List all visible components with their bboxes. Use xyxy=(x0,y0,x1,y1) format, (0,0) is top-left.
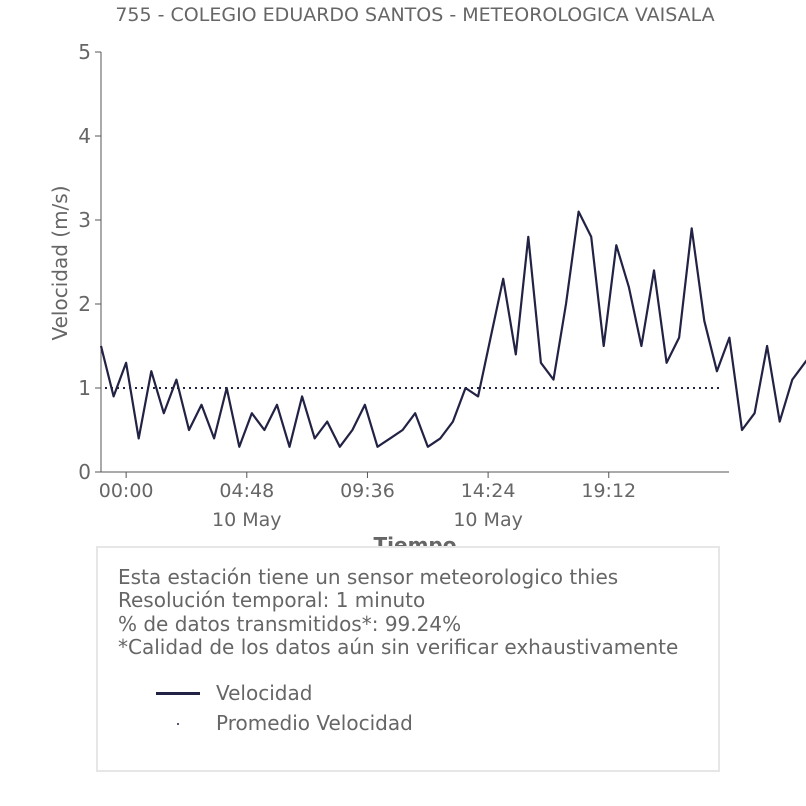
x-tick-date-label: 10 May xyxy=(212,509,282,531)
x-tick-time-label: 04:48 xyxy=(219,480,274,502)
y-tick-label: 0 xyxy=(78,460,91,484)
legend-dot-swatch xyxy=(177,723,179,725)
series-layer xyxy=(99,210,806,448)
y-axis-label: Velocidad (m/s) xyxy=(48,185,72,340)
x-ticks: 00:00 04:48 10 May 09:36 14:24 10 May 19:12 xyxy=(99,472,636,531)
info-text: Esta estación tiene un sensor meteorolog… xyxy=(118,565,679,659)
y-tick-label: 4 xyxy=(78,124,91,148)
x-tick-date-label: 10 May xyxy=(453,509,523,531)
x-tick-time-label: 14:24 xyxy=(461,480,516,502)
y-ticks: 0 1 2 3 4 5 xyxy=(78,40,101,484)
info-box: Esta estación tiene un sensor meteorolog… xyxy=(96,546,720,772)
y-tick-label: 2 xyxy=(78,292,91,316)
info-quality-note: *Calidad de los datos aún sin verificar … xyxy=(118,634,679,659)
y-tick-label: 3 xyxy=(78,208,91,232)
legend-item-velocidad: Velocidad xyxy=(98,680,698,706)
legend-item-promedio: Promedio Velocidad xyxy=(98,710,698,736)
chart-title: 755 - COLEGIO EDUARDO SANTOS - METEOROLO… xyxy=(115,4,714,26)
info-transmitted: % de datos transmitidos*: 99.24% xyxy=(118,611,462,636)
series-velocidad-line xyxy=(99,210,806,448)
y-tick-label: 5 xyxy=(78,40,91,64)
y-tick-label: 1 xyxy=(78,376,91,400)
info-resolution: Resolución temporal: 1 minuto xyxy=(118,588,426,613)
legend-line-swatch xyxy=(156,692,200,695)
legend-label-promedio: Promedio Velocidad xyxy=(216,711,413,735)
x-tick-time-label: 00:00 xyxy=(99,480,154,502)
x-tick-time-label: 09:36 xyxy=(340,480,395,502)
x-tick-time-label: 19:12 xyxy=(581,480,636,502)
legend-label-velocidad: Velocidad xyxy=(216,681,313,705)
info-sensor: Esta estación tiene un sensor meteorolog… xyxy=(118,565,619,589)
